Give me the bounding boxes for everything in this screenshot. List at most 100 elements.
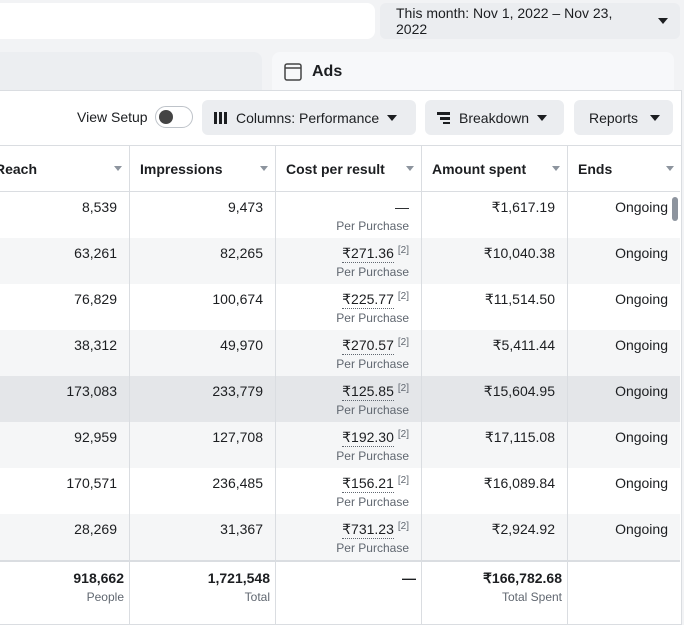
cost-value[interactable]: ₹156.21 xyxy=(342,475,394,493)
ads-tab[interactable]: Ads xyxy=(272,52,674,92)
footnote[interactable]: [2] xyxy=(397,429,409,440)
amount-cell: ₹16,089.84 xyxy=(483,475,555,491)
ends-cell: Ongoing xyxy=(615,521,668,537)
impressions-cell: 100,674 xyxy=(212,291,263,307)
table-row[interactable] xyxy=(0,422,680,468)
cost-value[interactable]: ₹731.23 xyxy=(342,521,394,539)
date-range: This month: Nov 1, 2022 – Nov 23, 2022 xyxy=(396,5,613,37)
footnote[interactable]: [2] xyxy=(397,245,409,256)
ends-cell: Ongoing xyxy=(615,199,668,215)
reports-button[interactable]: Reports xyxy=(574,100,673,135)
cost-cell: ₹156.21 [2] xyxy=(342,475,409,493)
reach-cell: 92,959 xyxy=(74,429,117,445)
sort-arrow[interactable] xyxy=(114,166,122,171)
table-row[interactable] xyxy=(0,330,680,376)
sort-arrow[interactable] xyxy=(666,166,674,171)
column-header[interactable]: Cost per result xyxy=(276,145,422,192)
reach-cell: 8,539 xyxy=(81,199,117,215)
amount-cell: ₹5,411.44 xyxy=(492,337,555,353)
column-header[interactable]: Impressions xyxy=(130,145,276,192)
column-divider xyxy=(567,145,568,625)
reach-cell: 76,829 xyxy=(74,291,117,307)
cost-type: Per Purchase xyxy=(336,449,409,463)
impressions-cell: 31,367 xyxy=(220,521,263,537)
impressions-cell: 49,970 xyxy=(220,337,263,353)
total-impressions: 1,721,548 xyxy=(207,570,270,586)
toggle[interactable] xyxy=(155,106,193,128)
totals-border xyxy=(0,560,680,562)
impressions-cell: 82,265 xyxy=(220,245,263,261)
amount-cell: ₹11,514.50 xyxy=(484,291,555,307)
header-border xyxy=(0,191,680,192)
column-header[interactable]: Ends xyxy=(568,145,682,192)
footnote[interactable]: [2] xyxy=(397,291,409,302)
total-reach: 918,662 xyxy=(73,570,124,586)
cost-value[interactable]: ₹192.30 xyxy=(342,429,394,447)
amount-cell: ₹10,040.38 xyxy=(483,245,555,261)
cost-type: Per Purchase xyxy=(336,311,409,325)
table xyxy=(0,145,682,625)
footnote[interactable]: [2] xyxy=(397,475,409,486)
column-divider xyxy=(129,145,130,625)
table-row[interactable] xyxy=(0,238,680,284)
ads-icon xyxy=(284,63,302,81)
ends-cell: Ongoing xyxy=(615,429,668,445)
cost-cell: ₹125.85 [2] xyxy=(342,383,409,401)
ends-cell: Ongoing xyxy=(615,383,668,399)
tab-label: Ads xyxy=(312,63,343,80)
sort-arrow[interactable] xyxy=(406,166,414,171)
ends-cell: Ongoing xyxy=(615,291,668,307)
scrollbar[interactable] xyxy=(672,197,678,221)
cost-type: Per Purchase xyxy=(336,495,409,509)
cost-cell: ₹192.30 [2] xyxy=(342,429,409,447)
sort-arrow[interactable] xyxy=(260,166,268,171)
ends-cell: Ongoing xyxy=(615,245,668,261)
column-header[interactable]: Amount spent xyxy=(422,145,568,192)
columns-icon xyxy=(214,111,227,124)
total-reach-label: People xyxy=(86,590,124,604)
footnote[interactable]: [2] xyxy=(397,521,409,532)
cost-type: Per Purchase xyxy=(336,357,409,371)
footnote[interactable]: [2] xyxy=(397,337,409,348)
total-impressions-label: Total xyxy=(244,590,270,604)
table-row[interactable] xyxy=(0,192,680,238)
cost-cell: ₹271.36 [2] xyxy=(342,245,409,263)
sort-arrow[interactable] xyxy=(552,166,560,171)
cost-value[interactable]: ₹125.85 xyxy=(342,383,394,401)
table-row[interactable] xyxy=(0,514,680,560)
table-row[interactable] xyxy=(0,284,680,330)
ends-cell: Ongoing xyxy=(615,337,668,353)
amount-cell: ₹2,924.92 xyxy=(491,521,555,537)
reach-cell: 38,312 xyxy=(74,337,117,353)
cost-value[interactable]: ₹270.57 xyxy=(342,337,394,355)
breakdown-button[interactable]: Breakdown xyxy=(425,100,564,135)
total-cost: — xyxy=(402,570,416,586)
reports-label: Reports xyxy=(589,109,639,126)
cost-value[interactable]: ₹271.36 xyxy=(342,245,394,263)
date-picker[interactable]: This month: Nov 1, 2022 – Nov 23, 2022 xyxy=(380,3,680,39)
column-divider xyxy=(275,145,276,625)
tab[interactable] xyxy=(0,52,262,92)
columns-button[interactable]: Columns: Performance xyxy=(202,100,416,135)
table-row[interactable] xyxy=(0,468,680,514)
cost-cell: — xyxy=(395,199,409,215)
column-header[interactable]: Reach xyxy=(0,145,130,192)
search-bar[interactable] xyxy=(0,3,375,39)
reach-cell: 173,083 xyxy=(66,383,117,399)
reach-cell: 28,269 xyxy=(74,521,117,537)
breakdown-label: Breakdown xyxy=(459,109,530,126)
impressions-cell: 233,779 xyxy=(212,383,263,399)
cost-type: Per Purchase xyxy=(336,265,409,279)
amount-cell: ₹1,617.19 xyxy=(491,199,555,215)
reach-cell: 170,571 xyxy=(66,475,117,491)
cost-cell: ₹270.57 [2] xyxy=(342,337,409,355)
cost-value[interactable]: ₹225.77 xyxy=(342,291,394,309)
impressions-cell: 9,473 xyxy=(227,199,263,215)
footnote[interactable]: [2] xyxy=(397,383,409,394)
table-row[interactable] xyxy=(0,376,680,422)
impressions-cell: 236,485 xyxy=(212,475,263,491)
impressions-cell: 127,708 xyxy=(212,429,263,445)
cost-cell: ₹731.23 [2] xyxy=(342,521,409,539)
cost-type: Per Purchase xyxy=(336,219,409,233)
